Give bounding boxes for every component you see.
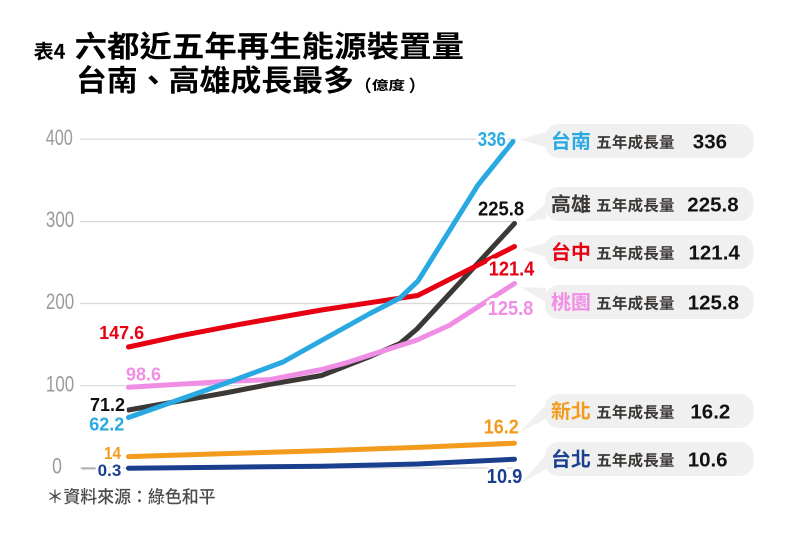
svg-text:98.6: 98.6 [126,364,161,384]
svg-text:121.4: 121.4 [489,257,535,280]
svg-text:16.2: 16.2 [484,417,519,439]
svg-text:225.8: 225.8 [478,198,524,221]
svg-text:400: 400 [46,125,73,150]
svg-text:300: 300 [46,208,74,233]
svg-text:336: 336 [693,131,727,154]
svg-text:100: 100 [46,372,74,397]
svg-text:14: 14 [104,443,122,463]
svg-text:16.2: 16.2 [690,401,730,424]
svg-text:336: 336 [478,127,506,150]
svg-text:121.4: 121.4 [689,242,741,265]
svg-text:147.6: 147.6 [99,323,144,343]
svg-text:0.3: 0.3 [98,461,122,480]
svg-text:0: 0 [52,455,62,479]
svg-text:62.2: 62.2 [89,414,124,434]
svg-text:10.9: 10.9 [487,465,523,488]
svg-text:200: 200 [46,290,74,315]
svg-text:125.8: 125.8 [688,292,739,315]
svg-text:71.2: 71.2 [90,395,125,415]
svg-text:125.8: 125.8 [488,297,534,320]
svg-text:10.6: 10.6 [688,449,728,472]
svg-text:225.8: 225.8 [687,194,738,217]
